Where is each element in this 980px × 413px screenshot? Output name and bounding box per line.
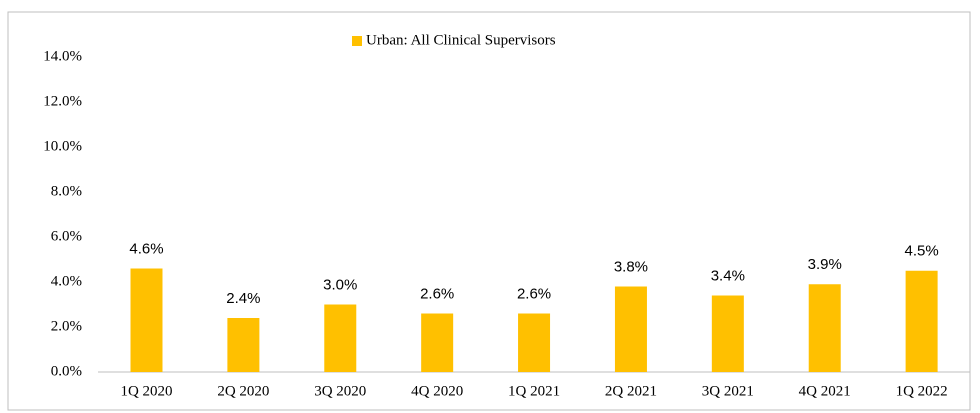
x-tick-label: 1Q 2021 <box>508 383 560 399</box>
x-tick-label: 4Q 2021 <box>799 383 851 399</box>
y-tick-label: 6.0% <box>51 228 82 244</box>
x-tick-label: 2Q 2021 <box>605 383 657 399</box>
x-tick-label: 2Q 2020 <box>217 383 269 399</box>
y-tick-label: 0.0% <box>51 363 82 379</box>
bar <box>711 295 744 372</box>
y-tick-label: 12.0% <box>43 93 82 109</box>
x-tick-label: 4Q 2020 <box>411 383 463 399</box>
bar <box>227 318 260 372</box>
data-label: 2.6% <box>517 285 551 302</box>
data-label: 2.6% <box>420 285 454 302</box>
x-tick-label: 1Q 2022 <box>896 383 948 399</box>
bar <box>421 313 454 372</box>
data-label: 3.9% <box>808 256 842 273</box>
x-tick-label: 3Q 2020 <box>314 383 366 399</box>
bar <box>808 284 841 372</box>
x-tick-label: 3Q 2021 <box>702 383 754 399</box>
y-tick-label: 14.0% <box>43 48 82 64</box>
legend-swatch <box>352 36 362 46</box>
bar <box>905 270 938 372</box>
data-label: 3.0% <box>323 276 357 293</box>
y-tick-label: 10.0% <box>43 138 82 154</box>
data-label: 4.6% <box>129 240 163 257</box>
data-label: 2.4% <box>226 290 260 307</box>
bar <box>324 304 357 372</box>
bar <box>130 268 163 372</box>
y-tick-label: 8.0% <box>51 183 82 199</box>
data-label: 3.8% <box>614 258 648 275</box>
legend-label: Urban: All Clinical Supervisors <box>366 32 556 48</box>
y-tick-label: 4.0% <box>51 273 82 289</box>
bar <box>614 286 647 372</box>
y-tick-label: 2.0% <box>51 318 82 334</box>
bar <box>518 313 551 372</box>
data-label: 3.4% <box>711 267 745 284</box>
data-label: 4.5% <box>905 243 939 260</box>
x-tick-label: 1Q 2020 <box>120 383 172 399</box>
